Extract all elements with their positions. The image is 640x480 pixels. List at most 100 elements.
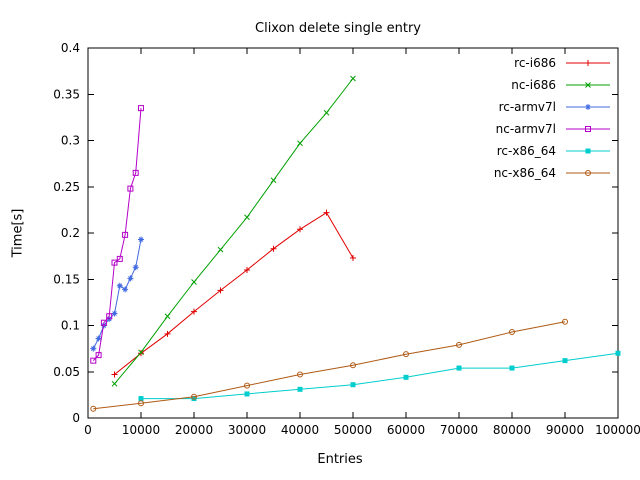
y-tick-label: 0.3 (61, 134, 80, 148)
y-axis-label: Time[s] (10, 208, 26, 258)
marker-nc-armv7l (106, 313, 113, 320)
marker-nc-x86_64 (297, 371, 303, 378)
legend-label-rc-x86_64: rc-x86_64 (497, 144, 556, 158)
marker-rc-x86_64 (297, 386, 303, 392)
series-line-rc-x86_64 (141, 352, 619, 400)
y-tick-label: 0.25 (53, 180, 80, 194)
marker-rc-i686 (297, 226, 303, 233)
marker-rc-x86_64 (244, 391, 250, 397)
legend-marker-nc-i686 (585, 82, 591, 88)
marker-rc-x86_64 (350, 382, 356, 388)
series-line-rc-armv7l (92, 239, 142, 349)
legend-label-nc-i686: nc-i686 (511, 78, 556, 92)
marker-rc-armv7l (111, 310, 118, 317)
chart-title: Clixon delete single entry (255, 21, 421, 36)
marker-nc-armv7l (116, 255, 123, 262)
legend-marker-nc-x86_64 (585, 170, 591, 176)
marker-nc-i686 (164, 313, 171, 320)
marker-nc-x86_64 (138, 400, 144, 407)
marker-nc-armv7l (95, 352, 102, 359)
marker-rc-x86_64 (191, 396, 197, 402)
marker-nc-i686 (191, 279, 197, 285)
marker-rc-i686 (138, 350, 144, 357)
marker-nc-x86_64 (509, 328, 515, 335)
series-line-nc-x86_64 (93, 321, 566, 410)
marker-nc-i686 (270, 177, 277, 184)
legend-marker-rc-i686 (585, 60, 591, 66)
marker-rc-armv7l (90, 345, 97, 352)
marker-nc-x86_64 (191, 393, 197, 400)
marker-nc-x86_64 (562, 318, 568, 325)
legend-label-nc-x86_64: nc-x86_64 (494, 166, 556, 180)
marker-rc-i686 (164, 330, 171, 337)
marker-rc-armv7l (116, 282, 123, 289)
marker-rc-i686 (244, 267, 250, 273)
marker-rc-x86_64 (562, 358, 568, 364)
x-tick-label: 40000 (281, 423, 319, 437)
y-tick-label: 0.15 (53, 272, 80, 286)
marker-nc-armv7l (100, 319, 107, 326)
marker-rc-armv7l (127, 275, 134, 282)
y-tick-label: 0.2 (61, 226, 80, 240)
marker-rc-i686 (323, 209, 330, 216)
marker-rc-i686 (191, 308, 197, 315)
legend-marker-rc-armv7l (585, 104, 591, 110)
x-axis-label: Entries (317, 452, 363, 467)
legend-label-nc-armv7l: nc-armv7l (496, 122, 556, 136)
marker-nc-i686 (217, 246, 224, 253)
x-tick-label: 30000 (228, 423, 266, 437)
marker-rc-x86_64 (138, 396, 144, 402)
marker-nc-armv7l (138, 105, 144, 112)
marker-nc-armv7l (127, 185, 134, 192)
marker-nc-i686 (350, 75, 356, 82)
marker-rc-x86_64 (403, 374, 409, 380)
marker-nc-armv7l (111, 259, 118, 266)
marker-rc-i686 (350, 254, 356, 261)
marker-nc-i686 (323, 109, 330, 116)
y-tick-label: 0.05 (53, 365, 80, 379)
x-tick-label: 50000 (334, 423, 372, 437)
legend-label-rc-i686: rc-i686 (514, 56, 556, 70)
x-tick-label: 70000 (440, 423, 478, 437)
y-tick-label: 0 (72, 411, 80, 425)
marker-nc-i686 (111, 380, 118, 387)
marker-rc-i686 (270, 245, 277, 252)
marker-nc-x86_64 (90, 405, 97, 412)
marker-nc-i686 (138, 349, 144, 356)
marker-nc-i686 (244, 214, 250, 221)
x-tick-label: 20000 (175, 423, 213, 437)
marker-nc-x86_64 (350, 362, 356, 369)
marker-rc-armv7l (95, 335, 102, 342)
x-tick-label: 10000 (122, 423, 160, 437)
x-tick-label: 80000 (493, 423, 531, 437)
x-tick-label: 0 (84, 423, 92, 437)
x-tick-label: 90000 (546, 423, 584, 437)
legend-marker-nc-armv7l (585, 126, 591, 132)
series-line-nc-armv7l (92, 108, 142, 361)
y-tick-label: 0.4 (61, 41, 80, 55)
marker-rc-x86_64 (509, 365, 515, 371)
x-tick-label: 60000 (387, 423, 425, 437)
marker-rc-x86_64 (615, 350, 621, 356)
marker-nc-armv7l (122, 231, 129, 238)
marker-rc-i686 (111, 371, 118, 378)
series-line-rc-i686 (114, 212, 354, 375)
marker-nc-x86_64 (456, 341, 462, 348)
marker-rc-armv7l (138, 236, 144, 243)
marker-nc-armv7l (90, 357, 97, 364)
marker-nc-i686 (297, 140, 303, 147)
marker-rc-x86_64 (456, 365, 462, 371)
marker-rc-armv7l (132, 264, 139, 271)
legend-marker-rc-x86_64 (585, 148, 591, 154)
marker-nc-x86_64 (403, 351, 409, 358)
marker-rc-armv7l (122, 286, 129, 293)
y-tick-label: 0.35 (53, 87, 80, 101)
y-tick-label: 0.1 (61, 319, 80, 333)
marker-nc-armv7l (132, 169, 139, 176)
series-line-nc-i686 (114, 78, 354, 385)
marker-nc-x86_64 (244, 382, 250, 389)
legend-label-rc-armv7l: rc-armv7l (499, 100, 556, 114)
x-tick-label: 100000 (595, 423, 640, 437)
